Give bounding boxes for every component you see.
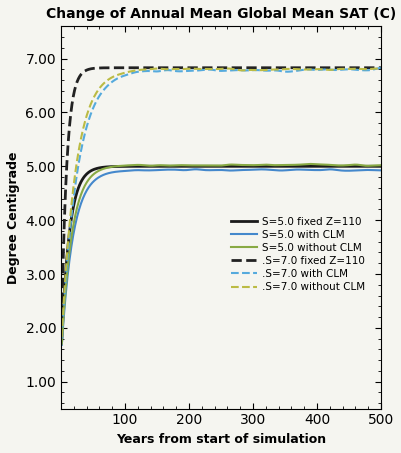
.S=7.0 with CLM — [211, 67, 216, 72]
S=5.0 fixed Z=110 — [321, 164, 326, 169]
S=5.0 fixed Z=110 — [59, 337, 64, 343]
S=5.0 with CLM — [59, 342, 64, 347]
.S=7.0 fixed Z=110 — [249, 65, 254, 71]
S=5.0 without CLM — [59, 341, 64, 347]
S=5.0 with CLM — [322, 167, 326, 173]
.S=7.0 without CLM — [211, 67, 216, 72]
.S=7.0 without CLM — [379, 66, 383, 72]
S=5.0 with CLM — [213, 167, 218, 173]
.S=7.0 fixed Z=110 — [59, 315, 64, 320]
S=5.0 fixed Z=110 — [379, 164, 383, 169]
S=5.0 with CLM — [371, 168, 376, 173]
S=5.0 with CLM — [212, 168, 217, 173]
S=5.0 without CLM — [308, 161, 312, 167]
.S=7.0 without CLM — [233, 67, 237, 72]
S=5.0 fixed Z=110 — [211, 164, 216, 169]
Line: .S=7.0 without CLM: .S=7.0 without CLM — [62, 68, 381, 337]
.S=7.0 without CLM — [250, 67, 255, 72]
S=5.0 fixed Z=110 — [213, 164, 218, 169]
.S=7.0 with CLM — [59, 336, 64, 341]
S=5.0 without CLM — [232, 162, 237, 167]
.S=7.0 fixed Z=110 — [379, 65, 383, 71]
.S=7.0 fixed Z=110 — [322, 65, 326, 71]
.S=7.0 without CLM — [225, 66, 230, 71]
X-axis label: Years from start of simulation: Years from start of simulation — [116, 433, 326, 446]
S=5.0 without CLM — [211, 163, 216, 168]
.S=7.0 fixed Z=110 — [250, 65, 255, 71]
S=5.0 with CLM — [250, 167, 255, 173]
.S=7.0 with CLM — [249, 67, 254, 73]
Title: Change of Annual Mean Global Mean SAT (C): Change of Annual Mean Global Mean SAT (C… — [46, 7, 396, 21]
S=5.0 without CLM — [249, 163, 254, 168]
Legend: S=5.0 fixed Z=110, S=5.0 with CLM, S=5.0 without CLM, .S=7.0 fixed Z=110, .S=7.0: S=5.0 fixed Z=110, S=5.0 with CLM, S=5.0… — [227, 212, 369, 296]
Line: .S=7.0 with CLM: .S=7.0 with CLM — [62, 68, 381, 338]
S=5.0 with CLM — [233, 168, 237, 173]
Line: S=5.0 fixed Z=110: S=5.0 fixed Z=110 — [62, 166, 381, 340]
.S=7.0 fixed Z=110 — [211, 65, 216, 71]
S=5.0 fixed Z=110 — [371, 164, 376, 169]
.S=7.0 fixed Z=110 — [371, 65, 376, 71]
.S=7.0 without CLM — [322, 67, 326, 72]
S=5.0 with CLM — [193, 167, 198, 172]
S=5.0 without CLM — [379, 163, 383, 168]
.S=7.0 without CLM — [59, 334, 64, 340]
.S=7.0 with CLM — [232, 67, 237, 73]
.S=7.0 with CLM — [371, 67, 376, 72]
.S=7.0 without CLM — [213, 67, 218, 72]
.S=7.0 with CLM — [379, 65, 383, 71]
S=5.0 fixed Z=110 — [249, 164, 254, 169]
S=5.0 without CLM — [213, 163, 218, 168]
Y-axis label: Degree Centigrade: Degree Centigrade — [7, 151, 20, 284]
S=5.0 fixed Z=110 — [350, 164, 354, 169]
.S=7.0 without CLM — [371, 66, 376, 71]
S=5.0 without CLM — [371, 163, 376, 168]
S=5.0 fixed Z=110 — [232, 164, 237, 169]
.S=7.0 fixed Z=110 — [232, 65, 237, 71]
.S=7.0 with CLM — [321, 67, 326, 72]
S=5.0 without CLM — [322, 162, 326, 167]
Line: .S=7.0 fixed Z=110: .S=7.0 fixed Z=110 — [62, 68, 381, 318]
Line: S=5.0 with CLM: S=5.0 with CLM — [62, 169, 381, 345]
S=5.0 with CLM — [379, 168, 383, 173]
.S=7.0 with CLM — [213, 67, 218, 73]
Line: S=5.0 without CLM: S=5.0 without CLM — [62, 164, 381, 344]
.S=7.0 fixed Z=110 — [213, 65, 218, 71]
